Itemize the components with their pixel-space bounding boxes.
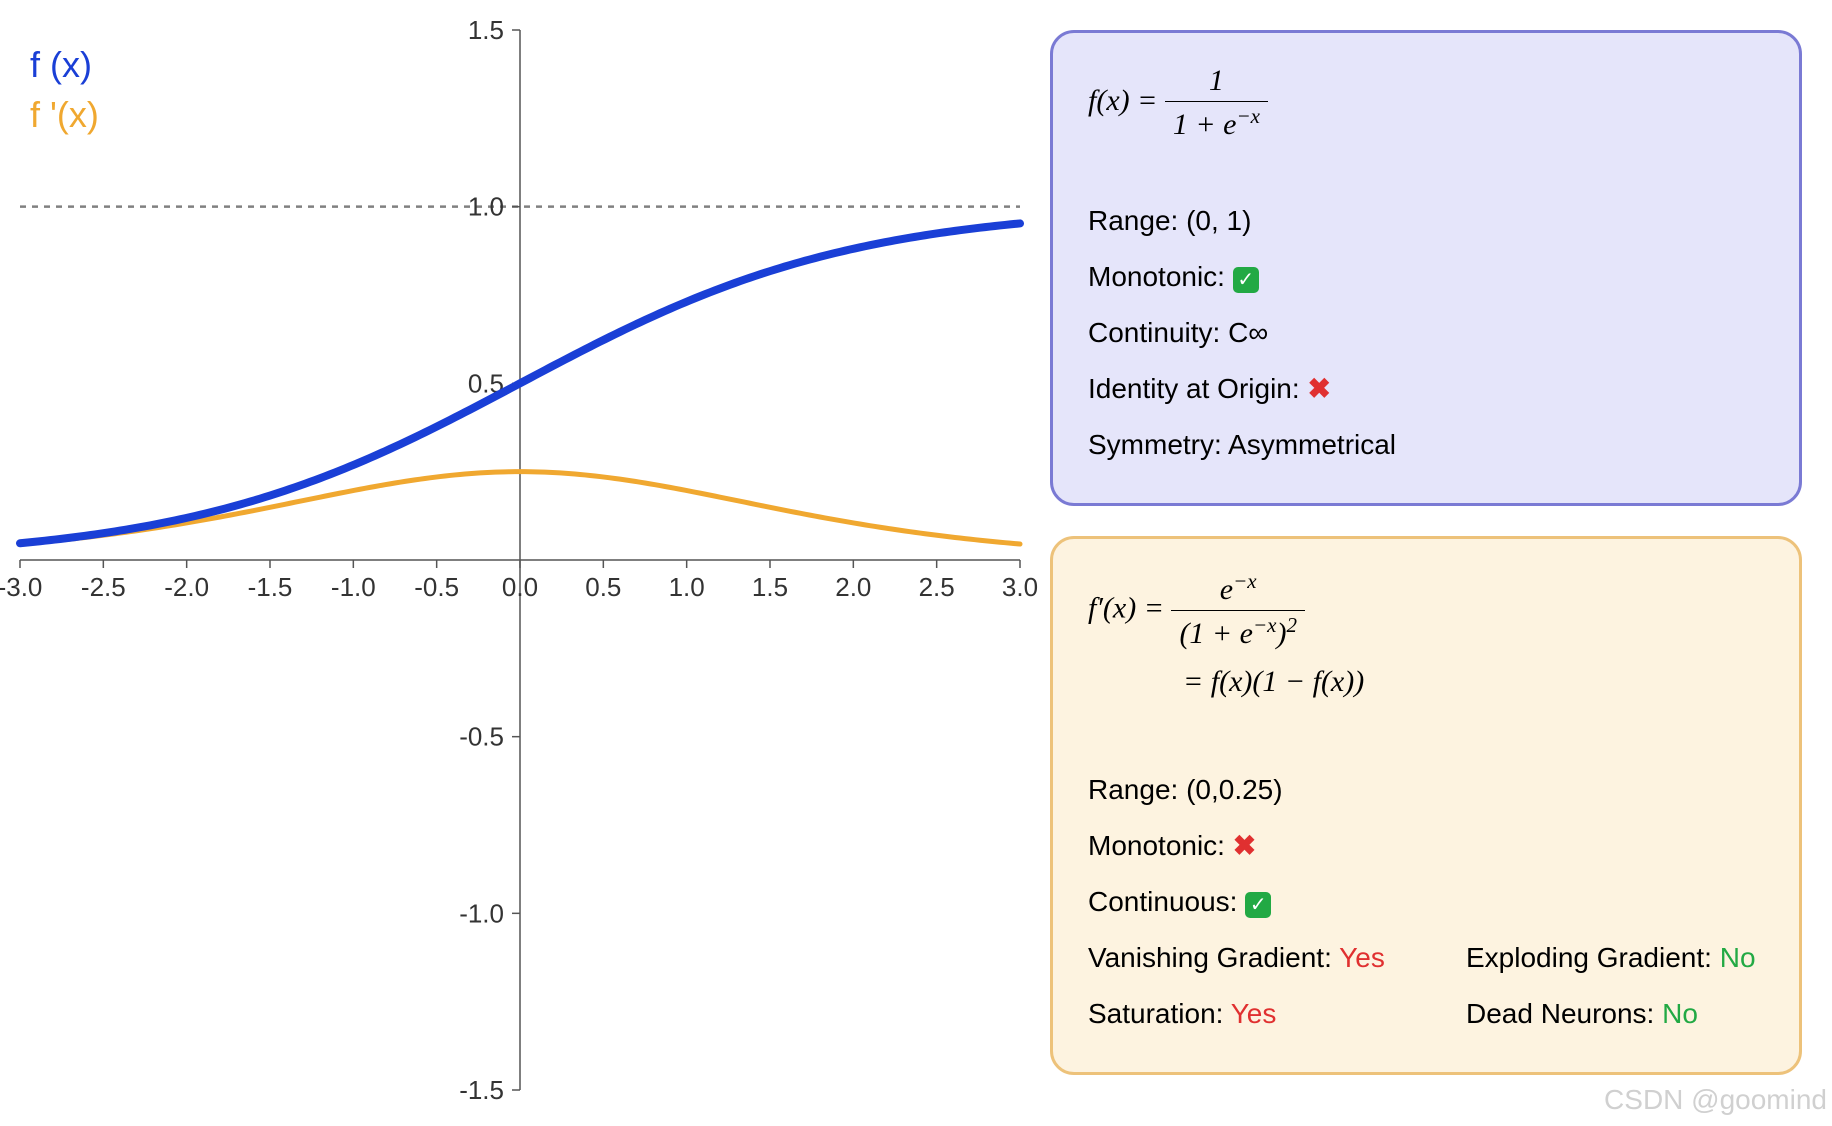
formula-f-den-exp: −x — [1236, 104, 1260, 128]
prop-monotonic-f: Monotonic: ✓ — [1088, 249, 1764, 305]
watermark: CSDN @goomind — [1604, 1084, 1827, 1116]
prop-symmetry-f: Symmetry: Asymmetrical — [1088, 417, 1764, 473]
svg-text:2.0: 2.0 — [835, 572, 871, 602]
svg-text:-2.0: -2.0 — [164, 572, 209, 602]
svg-text:2.5: 2.5 — [919, 572, 955, 602]
chart-svg: -3.0 -2.5 -2.0 -1.5 -1.0 -0.5 0.0 0.5 1.0 1.5 2.0 2… — [0, 0, 1040, 1126]
panels-area: f(x) = 1 1 + e−x Range: (0, 1) Monotonic… — [1040, 0, 1832, 1126]
prop-identity-f: Identity at Origin: ✖ — [1088, 361, 1764, 417]
formula-fp-den-prefix: (1 + e — [1179, 617, 1253, 650]
cross-icon: ✖ — [1233, 830, 1256, 861]
prop-continuous-fp: Continuous: ✓ — [1088, 874, 1764, 930]
svg-text:-1.5: -1.5 — [459, 1075, 504, 1105]
formula-fp-num-exp: −x — [1233, 569, 1257, 593]
formula-fp-den-suffix: ) — [1277, 617, 1287, 650]
svg-text:-2.5: -2.5 — [81, 572, 126, 602]
formula-f-den-prefix: 1 + e — [1173, 108, 1237, 141]
svg-text:1.0: 1.0 — [468, 192, 504, 222]
svg-text:-3.0: -3.0 — [0, 572, 42, 602]
check-icon: ✓ — [1245, 892, 1271, 918]
formula-fp-left: f′(x) = — [1088, 591, 1164, 624]
cross-icon: ✖ — [1307, 373, 1330, 404]
legend: f (x) f '(x) — [30, 40, 99, 141]
prop-vanishing: Vanishing Gradient: Yes — [1088, 930, 1386, 986]
prop-monotonic-fp: Monotonic: ✖ — [1088, 818, 1764, 874]
svg-text:-0.5: -0.5 — [414, 572, 459, 602]
legend-item-fp: f '(x) — [30, 90, 99, 140]
svg-text:-1.5: -1.5 — [248, 572, 293, 602]
prop-continuity-f: Continuity: C∞ — [1088, 305, 1764, 361]
formula-fp-den-sup: 2 — [1287, 613, 1298, 637]
formula-f-num: 1 — [1165, 63, 1268, 102]
formula-fp-den-exp: −x — [1253, 613, 1277, 637]
svg-text:0.0: 0.0 — [502, 572, 538, 602]
prop-saturation: Saturation: Yes — [1088, 986, 1386, 1042]
chart-area: -3.0 -2.5 -2.0 -1.5 -1.0 -0.5 0.0 0.5 1.0 1.5 2.0 2… — [0, 0, 1040, 1126]
prop-range-fp: Range: (0,0.25) — [1088, 762, 1764, 818]
svg-text:1.5: 1.5 — [752, 572, 788, 602]
check-icon: ✓ — [1233, 267, 1259, 293]
prop-exploding: Exploding Gradient: No — [1466, 930, 1764, 986]
svg-text:0.5: 0.5 — [585, 572, 621, 602]
svg-text:1.5: 1.5 — [468, 15, 504, 45]
svg-text:-0.5: -0.5 — [459, 722, 504, 752]
formula-f: f(x) = 1 1 + e−x — [1088, 63, 1764, 143]
prop-dead: Dead Neurons: No — [1466, 986, 1764, 1042]
svg-text:1.0: 1.0 — [669, 572, 705, 602]
formula-f-left: f(x) = — [1088, 84, 1157, 117]
formula-fp-line2: = f(x)(1 − f(x)) — [1183, 665, 1364, 698]
prop-range-f: Range: (0, 1) — [1088, 193, 1764, 249]
svg-text:-1.0: -1.0 — [459, 898, 504, 928]
formula-fp: f′(x) = e−x (1 + e−x)2 = f(x)(1 − f(x)) — [1088, 569, 1764, 712]
panel-fp: f′(x) = e−x (1 + e−x)2 = f(x)(1 − f(x)) … — [1050, 536, 1802, 1075]
panel-f: f(x) = 1 1 + e−x Range: (0, 1) Monotonic… — [1050, 30, 1802, 506]
svg-text:-1.0: -1.0 — [331, 572, 376, 602]
legend-item-f: f (x) — [30, 40, 99, 90]
svg-text:3.0: 3.0 — [1002, 572, 1038, 602]
formula-fp-num-prefix: e — [1220, 573, 1233, 606]
